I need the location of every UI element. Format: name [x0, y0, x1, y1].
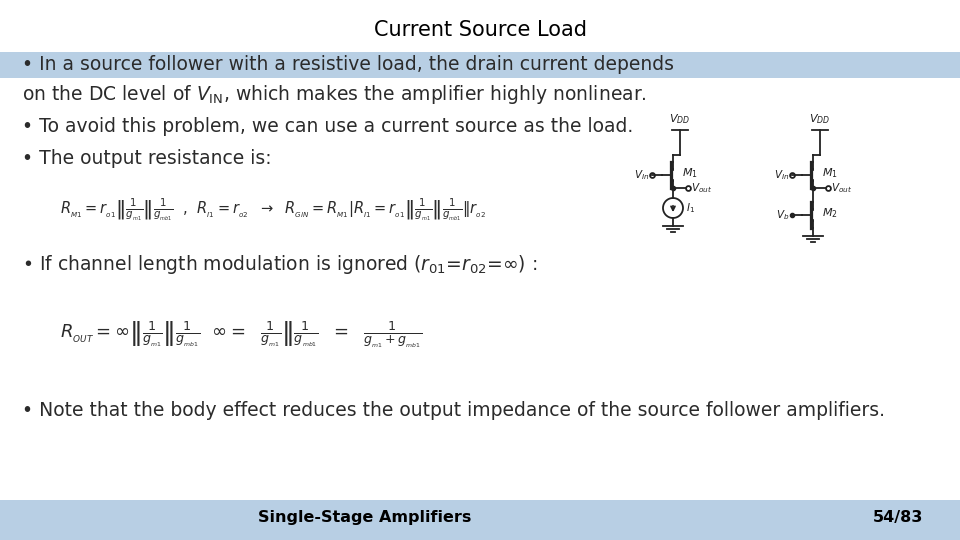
Text: $V_{DD}$: $V_{DD}$: [669, 112, 690, 126]
Text: $M_1$: $M_1$: [822, 166, 838, 180]
Text: $V_{In}$: $V_{In}$: [634, 168, 649, 182]
Text: $V_{out}$: $V_{out}$: [691, 181, 712, 195]
Text: 54/83: 54/83: [873, 510, 923, 525]
Text: • If channel length modulation is ignored ($r_{01}$=$r_{02}$=$\infty$) :: • If channel length modulation is ignore…: [22, 253, 538, 275]
Text: $V_{DD}$: $V_{DD}$: [809, 112, 830, 126]
Text: $V_{out}$: $V_{out}$: [831, 181, 852, 195]
Bar: [0, 52, 960, 78]
Text: $V_{In}$: $V_{In}$: [774, 168, 789, 182]
Text: Current Source Load: Current Source Load: [373, 20, 587, 40]
Text: $M_1$: $M_1$: [682, 166, 698, 180]
Text: $I_1$: $I_1$: [686, 201, 695, 215]
Text: $M_2$: $M_2$: [822, 206, 838, 220]
Text: • In a source follower with a resistive load, the drain current depends: • In a source follower with a resistive …: [22, 56, 674, 75]
Text: • To avoid this problem, we can use a current source as the load.: • To avoid this problem, we can use a cu…: [22, 118, 634, 137]
Text: • The output resistance is:: • The output resistance is:: [22, 150, 272, 168]
Text: Single-Stage Amplifiers: Single-Stage Amplifiers: [258, 510, 471, 525]
Text: $R_{_{OUT}} = \infty \left\| \frac{1}{g_{_{m1}}} \right\| \frac{1}{g_{_{mb1}}}$ : $R_{_{OUT}} = \infty \left\| \frac{1}{g_…: [60, 320, 422, 350]
Text: $R_{_{M1}} = r_{_{o1}} \left\| \frac{1}{g_{_{m1}}} \right\| \frac{1}{g_{_{mb1}}}: $R_{_{M1}} = r_{_{o1}} \left\| \frac{1}{…: [60, 197, 486, 223]
Text: • Note that the body effect reduces the output impedance of the source follower : • Note that the body effect reduces the …: [22, 401, 885, 420]
Text: $V_b$: $V_b$: [776, 208, 789, 222]
Bar: [0, 500, 960, 540]
Text: on the DC level of $V_{\mathrm{IN}}$, which makes the amplifier highly nonlinear: on the DC level of $V_{\mathrm{IN}}$, wh…: [22, 84, 647, 106]
